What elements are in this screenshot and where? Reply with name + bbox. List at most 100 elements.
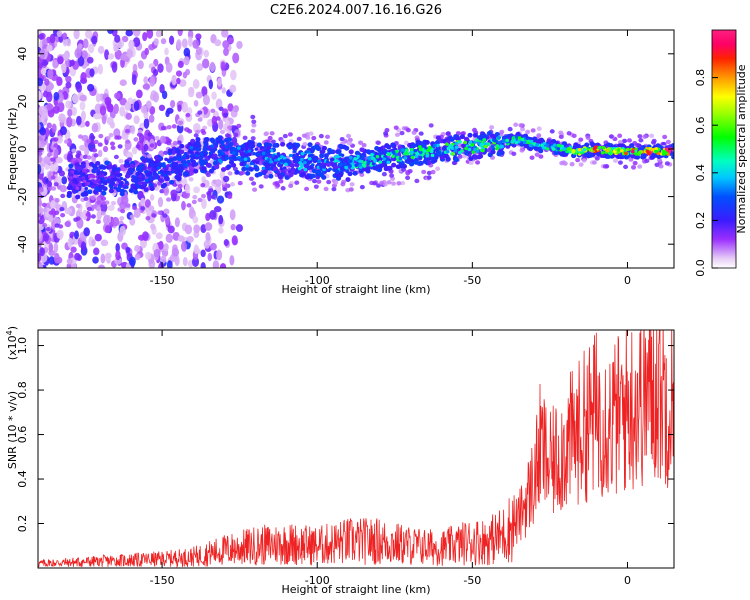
heatmap-cell: [313, 184, 319, 189]
heatmap-cell: [348, 187, 354, 192]
heatmap-cell: [446, 146, 451, 151]
heatmap-cell: [338, 163, 343, 167]
heatmap-cell: [91, 123, 99, 133]
heatmap-cell: [97, 63, 104, 75]
heatmap-cell: [157, 63, 164, 73]
heatmap-cell: [218, 119, 224, 130]
heatmap-cell: [597, 146, 602, 150]
colorbar-tick-label: 0.2: [694, 212, 707, 230]
heatmap-cell: [472, 132, 479, 138]
heatmap-cell: [47, 108, 55, 118]
heatmap-cell: [277, 174, 284, 180]
heatmap-cell: [411, 143, 417, 149]
heatmap-cell: [370, 156, 375, 160]
heatmap-cell: [42, 222, 48, 228]
heatmap-cell: [179, 149, 185, 155]
heatmap-cell: [85, 30, 93, 39]
heatmap-cell: [38, 122, 41, 131]
heatmap-cell: [251, 119, 257, 124]
heatmap-cell: [537, 138, 544, 144]
heatmap-cell: [152, 161, 157, 165]
heatmap-cell: [425, 154, 430, 158]
heatmap-cell: [224, 183, 230, 189]
heatmap-cell: [217, 153, 222, 157]
heatmap-cell: [426, 170, 432, 176]
heatmap-cell: [75, 194, 81, 200]
heatmap-cell: [145, 251, 152, 260]
heatmap-cell: [378, 160, 383, 164]
heatmap-cell: [181, 101, 188, 113]
heatmap-cell: [187, 30, 194, 40]
heatmap-cell: [294, 162, 300, 168]
heatmap-cell: [301, 133, 307, 138]
heatmap-cell: [418, 131, 424, 136]
heatmap-cell: [212, 160, 219, 166]
heatmap-cell: [162, 164, 167, 168]
heatmap-cell: [319, 165, 323, 169]
heatmap-cell: [362, 164, 367, 168]
heatmap-cell: [81, 50, 88, 60]
heatmap-cell: [117, 179, 122, 183]
heatmap-cell: [493, 139, 498, 143]
heatmap-cell: [507, 126, 513, 132]
heatmap-cell: [68, 172, 73, 176]
heatmap-cell: [96, 169, 101, 173]
heatmap-cell: [384, 127, 390, 133]
heatmap-cell: [390, 142, 396, 148]
heatmap-cell: [375, 140, 381, 145]
heatmap-cell: [198, 160, 203, 164]
heatmap-cell: [418, 147, 423, 152]
heatmap-cell: [338, 157, 343, 161]
heatmap-cell: [224, 137, 230, 143]
spectrogram-x-label: Height of straight line (km): [281, 283, 430, 296]
heatmap-cell: [117, 144, 123, 149]
heatmap-cell: [46, 44, 53, 52]
heatmap-cell: [312, 178, 318, 184]
heatmap-cell: [195, 91, 203, 99]
heatmap-cell: [111, 62, 118, 73]
heatmap-cell: [405, 128, 411, 133]
heatmap-cell: [105, 252, 112, 259]
heatmap-cell: [268, 173, 274, 179]
heatmap-cell: [215, 116, 221, 121]
heatmap-cell: [222, 175, 230, 183]
heatmap-cell: [171, 164, 176, 168]
heatmap-cell: [142, 83, 151, 90]
heatmap-cell: [143, 187, 149, 193]
heatmap-cell: [132, 205, 138, 211]
heatmap-cell: [93, 139, 99, 145]
heatmap-cell: [169, 35, 175, 45]
heatmap-cell: [202, 147, 208, 153]
heatmap-cell: [592, 147, 597, 151]
heatmap-cell: [92, 204, 98, 209]
heatmap-cell: [166, 124, 172, 130]
heatmap-cell: [473, 147, 477, 152]
heatmap-cell: [581, 158, 587, 163]
spectrogram-y-tick-label: 20: [16, 94, 29, 108]
heatmap-cell: [198, 157, 203, 161]
heatmap-cell: [167, 225, 175, 234]
heatmap-cell: [170, 170, 175, 174]
heatmap-cell: [409, 147, 414, 152]
heatmap-cell: [232, 146, 236, 151]
heatmap-cell: [395, 149, 399, 154]
heatmap-cell: [227, 171, 233, 176]
heatmap-cells: [38, 30, 674, 268]
heatmap-cell: [549, 129, 555, 134]
heatmap-cell: [115, 187, 122, 192]
heatmap-cell: [533, 145, 539, 151]
heatmap-cell: [109, 185, 114, 190]
heatmap-cell: [194, 162, 199, 166]
heatmap-cell: [311, 168, 318, 174]
heatmap-cell: [325, 160, 330, 164]
heatmap-cell: [144, 179, 149, 183]
heatmap-cell: [151, 167, 156, 171]
heatmap-cell: [123, 178, 127, 182]
heatmap-cell: [74, 48, 82, 59]
heatmap-cell: [512, 138, 517, 143]
heatmap-cell: [80, 241, 87, 252]
heatmap-cell: [38, 151, 43, 157]
heatmap-cell: [217, 135, 223, 141]
chart-title: C2E6.2024.007.16.16.G26: [270, 3, 442, 18]
heatmap-cell: [64, 221, 71, 228]
